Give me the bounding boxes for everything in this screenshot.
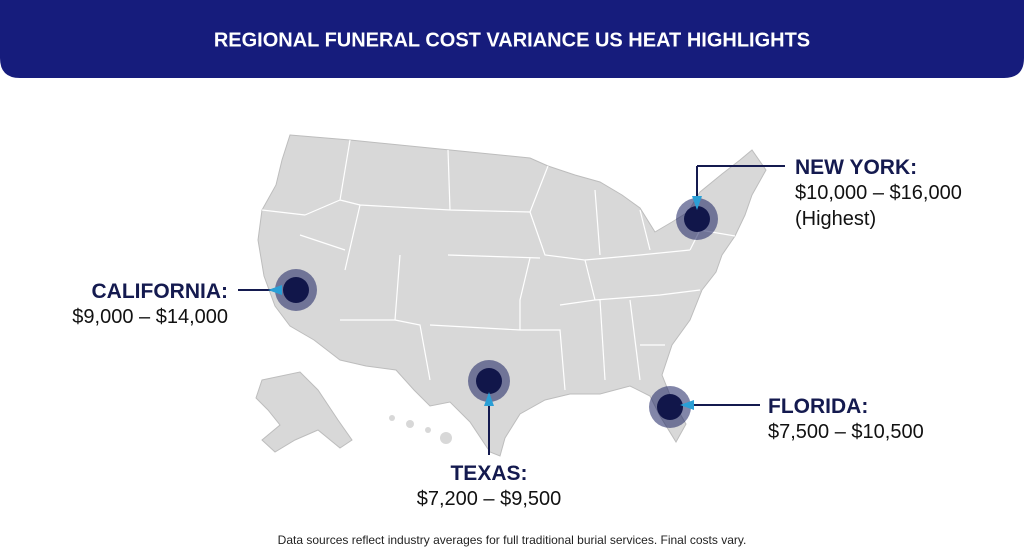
arrows bbox=[268, 196, 702, 410]
region-range: $7,500 – $10,500 bbox=[768, 421, 924, 443]
footer-note: Data sources reflect industry averages f… bbox=[278, 533, 747, 547]
region-name: FLORIDA: bbox=[768, 395, 868, 418]
region-name: NEW YORK: bbox=[795, 156, 917, 179]
title: REGIONAL FUNERAL COST VARIANCE US HEAT H… bbox=[214, 29, 810, 51]
region-name: TEXAS: bbox=[450, 462, 527, 485]
region-range: $10,000 – $16,000 bbox=[795, 182, 962, 204]
region-range: $9,000 – $14,000 bbox=[72, 306, 228, 328]
region-range: $7,200 – $9,500 bbox=[417, 488, 562, 510]
region-name: CALIFORNIA: bbox=[92, 280, 228, 303]
header-bar bbox=[0, 0, 1024, 78]
hotspots bbox=[275, 198, 718, 428]
us-map bbox=[255, 134, 767, 457]
region-note: (Highest) bbox=[795, 208, 876, 230]
